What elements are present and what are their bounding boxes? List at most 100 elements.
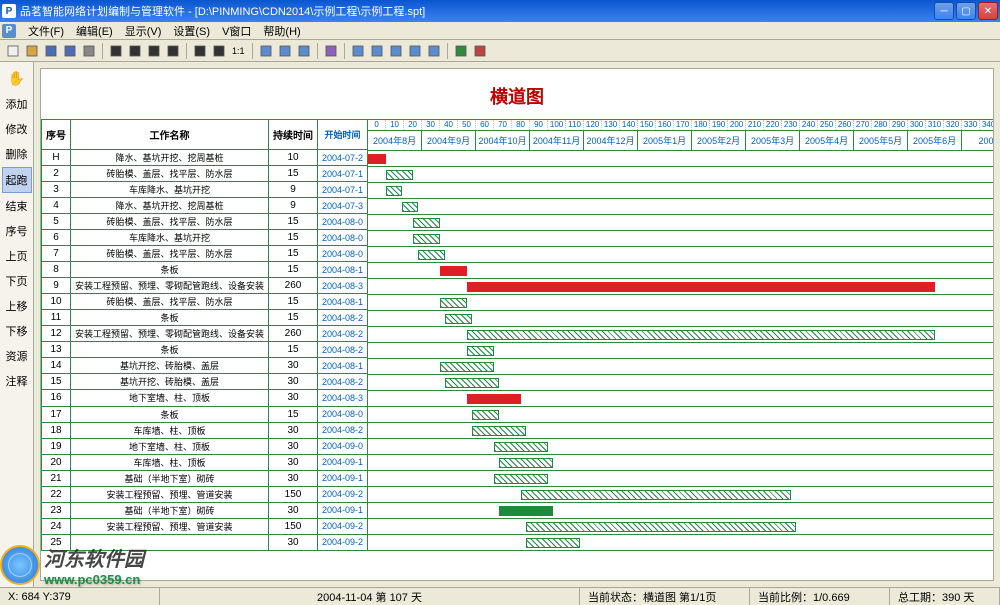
gantt-row — [368, 231, 994, 247]
gantt-bar[interactable] — [467, 346, 494, 356]
gantt-bar[interactable] — [467, 330, 935, 340]
gantt-bar[interactable] — [418, 250, 445, 260]
table-row[interactable]: 5砖胎模、盖层、找平层、防水层152004-08-0 — [42, 214, 368, 230]
gantt-bar[interactable] — [526, 522, 796, 532]
layout5-icon[interactable] — [425, 42, 443, 60]
table-row[interactable]: 13条板152004-08-2 — [42, 342, 368, 358]
menu-1[interactable]: 编辑(E) — [70, 24, 119, 40]
table-row[interactable]: 10砖胎模、盖层、找平层、防水层152004-08-1 — [42, 294, 368, 310]
table-row[interactable]: 9安装工程预留、预埋、零砌配管跑线、设备安装2602004-08-3 — [42, 278, 368, 294]
grid-view-icon[interactable] — [257, 42, 275, 60]
layout3-icon[interactable] — [387, 42, 405, 60]
sidebar-end[interactable]: 结束 — [2, 194, 32, 218]
sidebar-page-up[interactable]: 上页 — [2, 244, 32, 268]
last-icon[interactable] — [164, 42, 182, 60]
first-icon[interactable] — [107, 42, 125, 60]
gantt-bar[interactable] — [386, 170, 413, 180]
gantt-bar[interactable] — [440, 298, 467, 308]
table-row[interactable]: 17条板152004-08-0 — [42, 406, 368, 422]
gantt-bar[interactable] — [472, 426, 526, 436]
next-icon[interactable] — [145, 42, 163, 60]
table-row[interactable]: 7砖胎模、盖层、找平层、防水层152004-08-0 — [42, 246, 368, 262]
sidebar-start[interactable]: 起跑 — [2, 167, 32, 193]
zoom-in-icon[interactable] — [191, 42, 209, 60]
table-row[interactable]: 12安装工程预留、预埋、零砌配管跑线、设备安装2602004-08-2 — [42, 326, 368, 342]
gantt-bar[interactable] — [445, 314, 472, 324]
menu-3[interactable]: 设置(S) — [167, 24, 216, 40]
maximize-button[interactable]: ▢ — [956, 2, 976, 20]
gantt-bar[interactable] — [467, 394, 521, 404]
table-row[interactable]: 14基坑开挖、砖胎模、盖层302004-08-1 — [42, 358, 368, 374]
table-row[interactable]: 19地下室墙、柱、顶板302004-09-0 — [42, 438, 368, 454]
table-row[interactable]: 22安装工程预留、预埋、管道安装1502004-09-2 — [42, 486, 368, 502]
table-row[interactable]: 25302004-09-2 — [42, 534, 368, 550]
layout2-icon[interactable] — [368, 42, 386, 60]
gantt-bar[interactable] — [472, 410, 499, 420]
table-row[interactable]: 11条板152004-08-2 — [42, 310, 368, 326]
table-row[interactable]: 23基础（半地下室）砌砖302004-09-1 — [42, 502, 368, 518]
gantt-row — [368, 183, 994, 199]
gantt-bar[interactable] — [413, 234, 440, 244]
gantt-bar[interactable] — [440, 266, 467, 276]
table-row[interactable]: 6车库降水、基坑开挖152004-08-0 — [42, 230, 368, 246]
sidebar-delete[interactable]: 删除 — [2, 142, 32, 166]
list-view-icon[interactable] — [276, 42, 294, 60]
save-icon[interactable] — [42, 42, 60, 60]
gantt-bar[interactable] — [440, 362, 494, 372]
sidebar-edit[interactable]: 修改 — [2, 117, 32, 141]
table-row[interactable]: 15基坑开挖、砖胎模、盖层302004-08-2 — [42, 374, 368, 390]
prev-icon[interactable] — [126, 42, 144, 60]
gantt-bar[interactable] — [499, 458, 553, 468]
window-title: 品茗智能网络计划编制与管理软件 - [D:\PINMING\CDN2014\示例… — [20, 3, 934, 19]
menu-5[interactable]: 帮助(H) — [257, 24, 306, 40]
table-row[interactable]: 20车库墙、柱、顶板302004-09-1 — [42, 454, 368, 470]
sidebar-resource[interactable]: 资源 — [2, 344, 32, 368]
sidebar-annotate[interactable]: 注释 — [2, 369, 32, 393]
sidebar-seq[interactable]: 序号 — [2, 219, 32, 243]
menu-2[interactable]: 显示(V) — [119, 24, 168, 40]
table-row[interactable]: H降水、基坑开挖、挖周基桩102004-07-2 — [42, 150, 368, 166]
gantt-bar[interactable] — [526, 538, 580, 548]
gantt-bar[interactable] — [494, 474, 548, 484]
chart2-icon[interactable] — [471, 42, 489, 60]
gantt-bar[interactable] — [445, 378, 499, 388]
table-row[interactable]: 4降水、基坑开挖、挖周基桩92004-07-3 — [42, 198, 368, 214]
layout1-icon[interactable] — [349, 42, 367, 60]
gantt-bar[interactable] — [467, 282, 935, 292]
print-icon[interactable] — [80, 42, 98, 60]
save-all-icon[interactable] — [61, 42, 79, 60]
gantt-bar[interactable] — [386, 186, 402, 196]
gantt-bar[interactable] — [521, 490, 791, 500]
minimize-button[interactable]: ─ — [934, 2, 954, 20]
cell-dur: 150 — [269, 486, 318, 502]
gantt-bar[interactable] — [494, 442, 548, 452]
detail-view-icon[interactable] — [295, 42, 313, 60]
table-row[interactable]: 21基础（半地下室）砌砖302004-09-1 — [42, 470, 368, 486]
table-row[interactable]: 18车库墙、柱、顶板302004-08-2 — [42, 422, 368, 438]
gantt-bar[interactable] — [402, 202, 418, 212]
layout4-icon[interactable] — [406, 42, 424, 60]
table-row[interactable]: 16地下室墙、柱、顶板302004-08-3 — [42, 390, 368, 406]
table-row[interactable]: 3车库降水、基坑开挖92004-07-1 — [42, 182, 368, 198]
sidebar-add[interactable]: 添加 — [2, 92, 32, 116]
network-view-icon[interactable] — [322, 42, 340, 60]
menu-0[interactable]: 文件(F) — [22, 24, 70, 40]
open-icon[interactable] — [23, 42, 41, 60]
sidebar-page-down[interactable]: 下页 — [2, 269, 32, 293]
gantt-bar[interactable] — [413, 218, 440, 228]
gantt-bar[interactable] — [368, 154, 386, 164]
table-row[interactable]: 8条板152004-08-1 — [42, 262, 368, 278]
table-row[interactable]: 2砖胎模、盖层、找平层、防水层152004-07-1 — [42, 166, 368, 182]
sidebar-move-down[interactable]: 下移 — [2, 319, 32, 343]
table-row[interactable]: 24安装工程预留、预埋、管道安装1502004-09-2 — [42, 518, 368, 534]
sidebar-move-up[interactable]: 上移 — [2, 294, 32, 318]
zoom-out-icon[interactable] — [210, 42, 228, 60]
scale-tick: 100 — [548, 120, 566, 130]
new-icon[interactable] — [4, 42, 22, 60]
gantt-bar[interactable] — [499, 506, 553, 516]
close-button[interactable]: ✕ — [978, 2, 998, 20]
chart1-icon[interactable] — [452, 42, 470, 60]
sidebar-hand-tool[interactable]: ✋ — [2, 66, 32, 91]
menu-4[interactable]: V窗口 — [216, 24, 257, 40]
fit-icon[interactable]: 1:1 — [229, 42, 248, 60]
